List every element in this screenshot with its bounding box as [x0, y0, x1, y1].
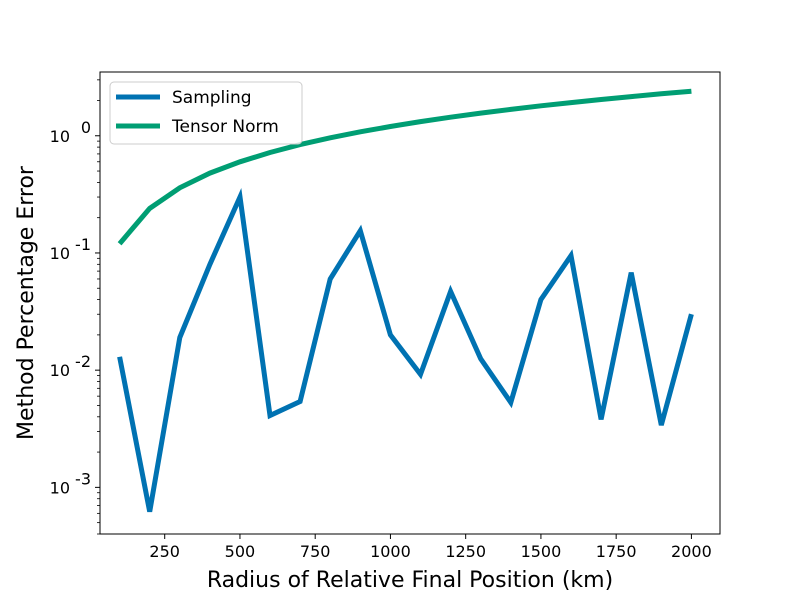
y-tick-label: 10: [50, 244, 70, 263]
x-tick-label: 2000: [671, 542, 712, 561]
x-axis: 250 500 750 1000 1250 1500 1750 2000: [149, 534, 712, 561]
series-layer: [117, 88, 694, 513]
legend: Sampling Tensor Norm: [109, 81, 303, 145]
x-tick-label: 750: [300, 542, 331, 561]
y-tick-exponent: -2: [75, 352, 91, 371]
y-tick-exponent: 0: [81, 118, 91, 137]
x-tick-label: 250: [149, 542, 180, 561]
y-tick-label: 10: [50, 361, 70, 380]
y-tick-exponent: -1: [75, 235, 91, 254]
legend-label-tensor-norm: Tensor Norm: [171, 117, 279, 137]
x-tick-label: 1250: [445, 542, 486, 561]
legend-label-sampling: Sampling: [172, 88, 252, 108]
x-tick-label: 500: [225, 542, 256, 561]
series-line-tensor-norm: [117, 88, 692, 246]
series-line-sampling: [117, 187, 694, 513]
y-tick-label: 10: [50, 127, 70, 146]
plot-area: [100, 72, 720, 534]
axes-frame: [99, 71, 721, 535]
x-tick-label: 1750: [596, 542, 637, 561]
x-tick-label: 1000: [370, 542, 411, 561]
y-axis: 10 -3 10 -2 10 -1 10 0: [50, 79, 100, 535]
x-axis-label: Radius of Relative Final Position (km): [207, 568, 613, 593]
y-tick-label: 10: [50, 478, 70, 497]
y-axis-label: Method Percentage Error: [14, 165, 39, 440]
y-tick-exponent: -3: [75, 469, 91, 488]
x-tick-label: 1500: [521, 542, 562, 561]
